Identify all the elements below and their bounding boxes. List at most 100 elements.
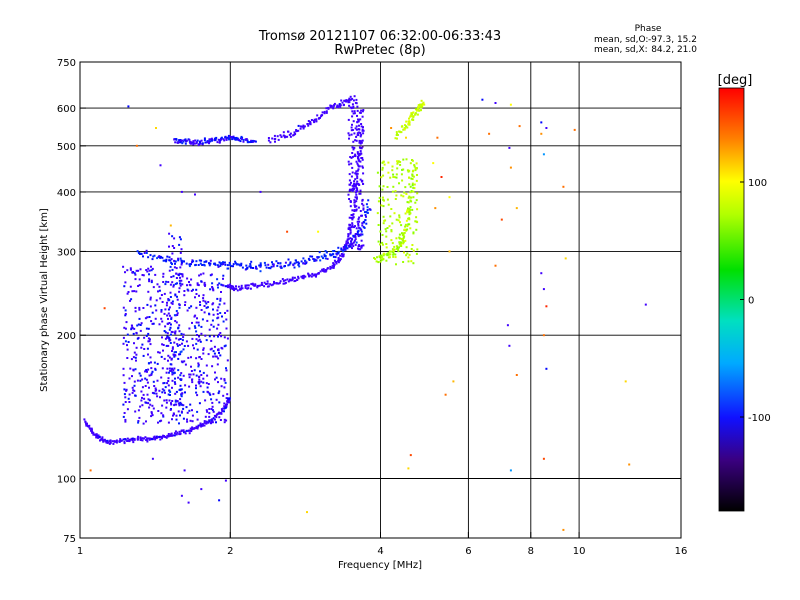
data-point — [273, 134, 276, 137]
data-point — [216, 313, 219, 316]
data-point — [176, 400, 179, 403]
data-point — [293, 131, 296, 134]
data-point — [188, 138, 191, 141]
data-point — [190, 278, 193, 281]
data-point — [134, 394, 137, 397]
data-point — [394, 253, 397, 256]
data-point — [180, 190, 183, 193]
data-point — [146, 303, 149, 306]
data-point — [361, 222, 364, 225]
data-point — [189, 373, 192, 376]
data-point — [158, 351, 161, 354]
data-point — [410, 177, 413, 180]
data-point — [151, 404, 154, 407]
data-point — [359, 160, 362, 163]
data-point — [148, 399, 151, 402]
data-point — [156, 257, 159, 260]
data-point — [311, 272, 314, 275]
data-point — [358, 165, 361, 168]
data-point — [357, 224, 360, 227]
data-point — [325, 107, 328, 110]
data-point — [160, 376, 163, 379]
data-point — [239, 288, 242, 291]
data-point — [360, 239, 363, 242]
data-point — [171, 347, 174, 350]
data-point — [385, 259, 388, 262]
data-point — [130, 437, 133, 440]
data-point — [149, 305, 152, 308]
data-point — [217, 316, 220, 319]
data-point — [178, 330, 181, 333]
data-point — [188, 283, 191, 286]
data-point — [200, 425, 203, 428]
data-point — [355, 227, 358, 230]
data-point — [201, 142, 204, 145]
data-point — [355, 135, 358, 138]
data-point — [389, 176, 392, 179]
data-point — [163, 435, 166, 437]
data-point — [360, 133, 363, 136]
data-point — [163, 312, 166, 315]
data-point — [139, 374, 142, 377]
data-point — [379, 243, 381, 246]
data-point — [124, 420, 127, 423]
data-point — [193, 369, 196, 372]
data-point — [359, 140, 362, 143]
data-point — [414, 220, 417, 223]
data-point — [122, 403, 125, 406]
data-point — [382, 215, 385, 218]
data-point — [417, 108, 420, 111]
data-point — [172, 369, 175, 372]
data-point — [356, 162, 359, 165]
data-point — [249, 263, 252, 265]
data-point — [138, 253, 141, 255]
data-point — [169, 291, 172, 294]
data-point — [225, 318, 228, 321]
data-point — [391, 165, 394, 168]
data-point — [352, 213, 355, 216]
data-point — [224, 381, 227, 384]
data-point — [289, 261, 292, 264]
data-point — [203, 260, 206, 263]
data-point — [405, 254, 408, 257]
data-point — [202, 348, 205, 351]
data-point — [141, 437, 144, 440]
data-point — [177, 369, 180, 372]
data-point — [235, 136, 238, 139]
data-point — [302, 124, 305, 127]
data-point — [275, 282, 278, 285]
data-point — [182, 429, 185, 432]
data-point — [310, 119, 313, 121]
data-point — [179, 276, 181, 279]
data-point — [402, 236, 405, 239]
data-point — [211, 319, 214, 322]
data-point — [195, 338, 198, 341]
stats-o-label: mean, sd,O: — [594, 35, 648, 45]
data-point — [390, 239, 393, 242]
data-point — [545, 305, 548, 308]
data-point — [167, 433, 170, 435]
data-point — [162, 415, 165, 418]
data-point — [207, 301, 210, 303]
data-point — [319, 270, 322, 273]
data-point — [139, 379, 142, 382]
data-point — [167, 393, 170, 396]
data-point — [329, 106, 332, 109]
data-point — [389, 215, 392, 218]
data-point — [177, 402, 180, 405]
data-point — [168, 259, 171, 262]
data-point — [381, 234, 384, 236]
data-point — [197, 264, 200, 266]
data-point — [222, 407, 225, 410]
data-point — [358, 233, 361, 236]
data-point — [189, 419, 192, 422]
data-point — [330, 266, 333, 269]
data-point — [420, 103, 423, 106]
data-point — [355, 208, 358, 211]
data-point — [136, 324, 139, 327]
data-point — [361, 139, 364, 142]
data-point — [269, 141, 272, 144]
data-point — [218, 411, 221, 414]
data-point — [401, 168, 404, 171]
data-point — [412, 115, 415, 118]
